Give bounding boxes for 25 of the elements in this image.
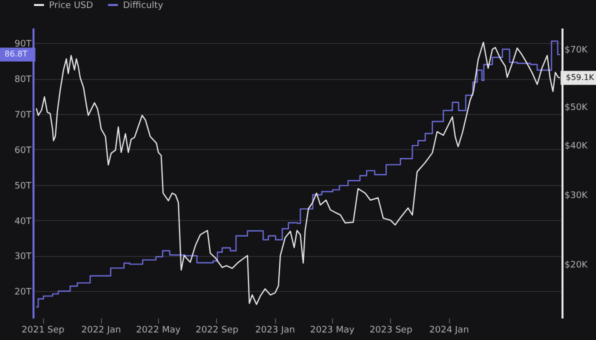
y-tick-label: 90T bbox=[14, 40, 32, 50]
y-tick-label: 60T bbox=[14, 146, 32, 156]
y-tick-label: 30T bbox=[14, 252, 32, 262]
y2-tick-label: $50K bbox=[564, 103, 589, 114]
legend-label: Difficulty bbox=[123, 1, 164, 11]
y-tick-label: 70T bbox=[14, 110, 32, 121]
x-tick-label: 2023 Jan bbox=[255, 326, 295, 336]
y2-tick-label: $70K bbox=[564, 45, 589, 56]
x-tick-label: 2022 Jan bbox=[81, 326, 121, 336]
y2-tick-label: $40K bbox=[564, 141, 589, 152]
text: $59.1K bbox=[566, 72, 595, 82]
x-tick-label: 2024 Jan bbox=[429, 326, 469, 336]
x-tick-label: 2022 Sep bbox=[196, 326, 239, 336]
x-tick-label: 2022 May bbox=[136, 326, 182, 336]
text: 86.8T bbox=[4, 50, 28, 59]
y2-tick-label: $20K bbox=[564, 260, 589, 270]
legend-label: Price USD bbox=[49, 1, 94, 11]
x-tick-label: 2023 May bbox=[310, 326, 356, 336]
y-tick-label: 20T bbox=[14, 288, 32, 298]
y-tick-label: 80T bbox=[14, 75, 32, 86]
y-tick-label: 50T bbox=[14, 181, 32, 192]
y2-tick-label: $30K bbox=[564, 190, 589, 201]
y-tick-label: 40T bbox=[14, 216, 32, 227]
x-tick-label: 2023 Sep bbox=[370, 326, 413, 336]
x-tick-label: 2021 Sep bbox=[22, 326, 65, 336]
